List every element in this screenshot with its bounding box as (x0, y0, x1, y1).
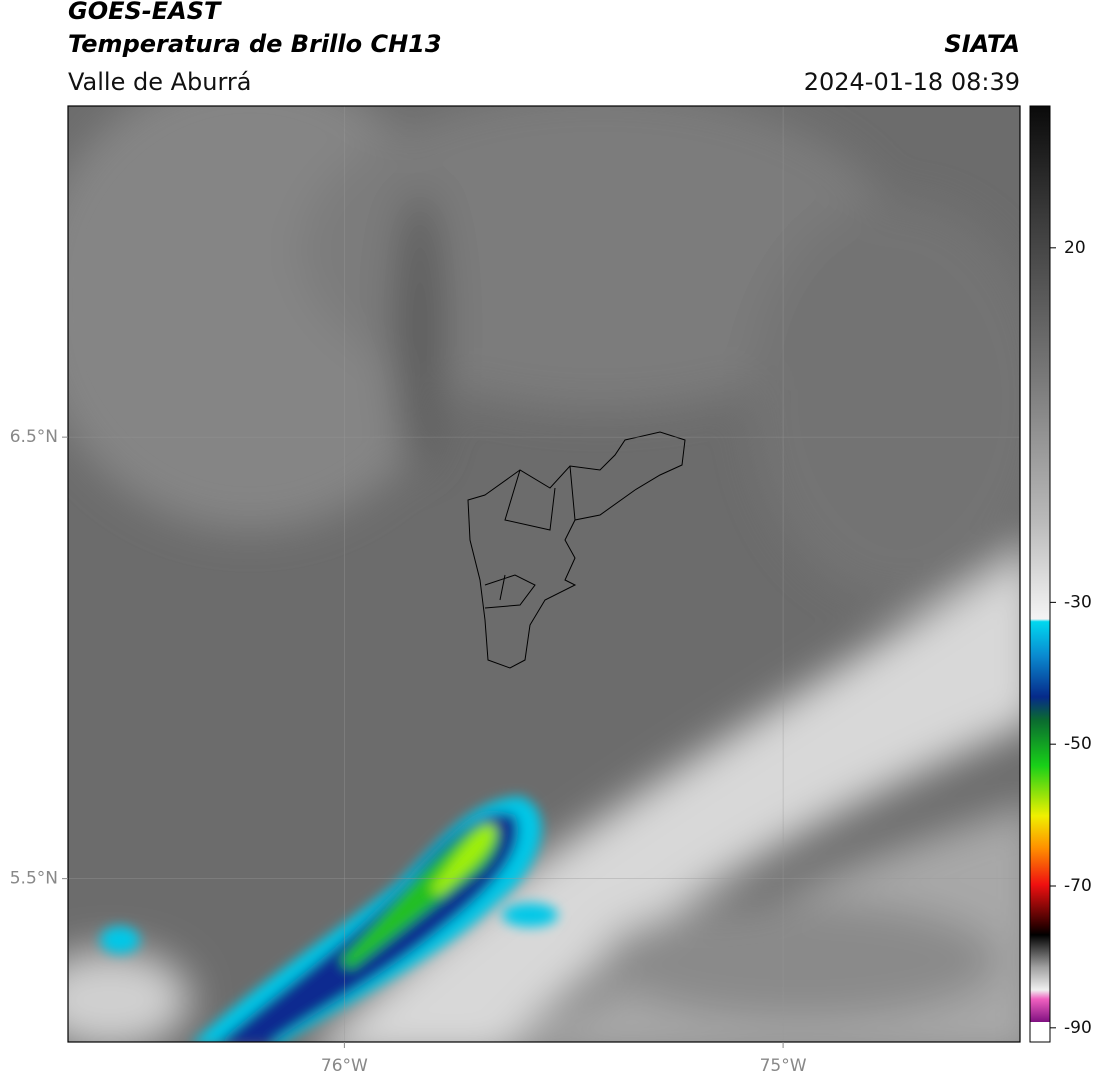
y-tick-label: 6.5°N (10, 427, 58, 447)
map-frame (67, 105, 1021, 1043)
colorbar-frame (1029, 105, 1051, 1043)
colorbar (1030, 106, 1050, 1022)
datetime: 2024-01-18 08:39 (804, 68, 1020, 96)
colorbar-tick-label: -50 (1064, 734, 1092, 754)
title: GOES-EAST (68, 0, 222, 25)
region: Valle de Aburrá (68, 68, 252, 96)
grid (68, 106, 1020, 1042)
subtitle: Temperatura de Brillo CH13 (68, 30, 442, 58)
colorbar-tick-label: -70 (1064, 876, 1092, 896)
colorbar-tick-label: -90 (1064, 1018, 1092, 1038)
colorbar-under (1030, 1022, 1050, 1042)
x-tick-label: 75°W (760, 1056, 807, 1076)
x-tick-label: 76°W (321, 1056, 368, 1076)
y-tick-label: 5.5°N (10, 869, 58, 889)
colorbar-tick-label: -30 (1064, 592, 1092, 612)
organization: SIATA (944, 30, 1020, 58)
colorbar-tick-label: 20 (1064, 238, 1086, 258)
satellite-image (68, 106, 1020, 1042)
